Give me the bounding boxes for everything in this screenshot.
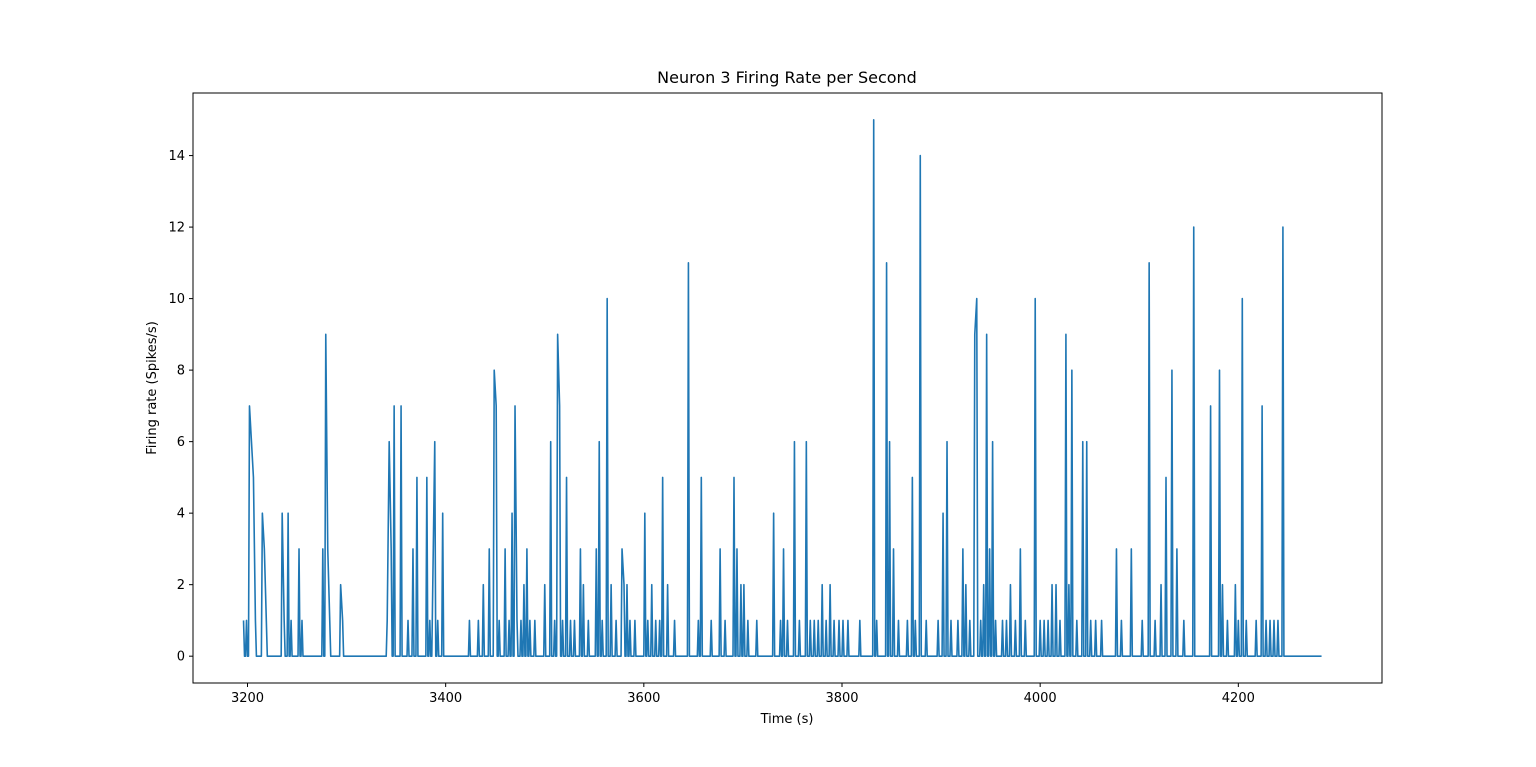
y-axis-label: Firing rate (Spikes/s)	[145, 321, 160, 455]
series-line	[242, 119, 1322, 657]
y-tick-label: 8	[177, 364, 185, 379]
x-tick-label: 3600	[627, 691, 660, 706]
y-tick-label: 14	[168, 149, 185, 164]
y-tick-label: 4	[177, 507, 185, 522]
x-tick-label: 4200	[1222, 691, 1255, 706]
x-axis: 3200 3400 3600 3800 4000 4200	[231, 683, 1255, 706]
series-layer	[242, 119, 1322, 657]
y-tick-label: 10	[168, 292, 185, 307]
plot-background	[193, 93, 1382, 683]
y-axis: 0 2 4 6 8 10 12 14	[168, 149, 193, 665]
x-axis-label: Time (s)	[760, 712, 814, 727]
x-tick-label: 3200	[231, 691, 264, 706]
x-tick-label: 3800	[825, 691, 858, 706]
chart-title: Neuron 3 Firing Rate per Second	[657, 68, 917, 87]
plot-frame	[192, 92, 1383, 684]
x-tick-label: 4000	[1024, 691, 1057, 706]
x-tick-label: 3400	[429, 691, 462, 706]
y-tick-label: 12	[168, 221, 185, 236]
plot-area	[192, 92, 1383, 684]
y-tick-label: 6	[177, 435, 185, 450]
y-tick-label: 0	[177, 650, 185, 665]
y-tick-label: 2	[177, 578, 185, 593]
